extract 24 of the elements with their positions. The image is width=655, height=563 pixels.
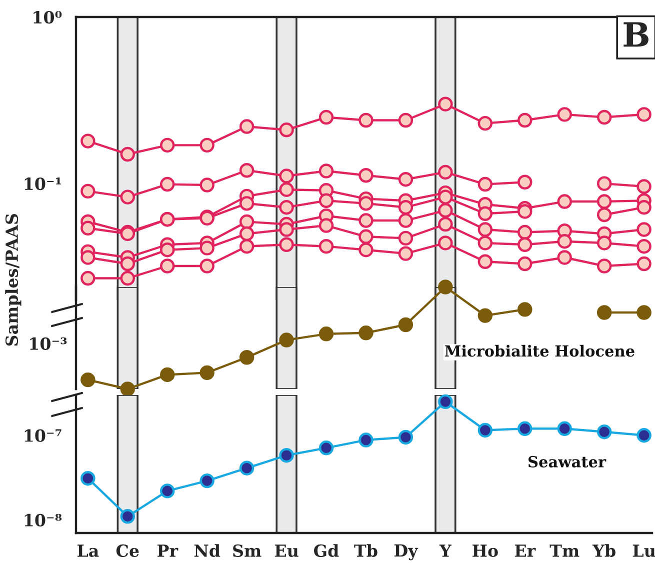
x-tick-label: Yb	[592, 544, 616, 558]
y-tick-label: 10⁻⁸	[24, 514, 62, 526]
annotation: B	[624, 22, 648, 47]
series-label: Microbialite Holocene	[444, 344, 634, 357]
y-axis-title: Samples/PAAS	[5, 214, 22, 346]
x-tick-label: Sm	[233, 544, 262, 558]
x-tick-label: Eu	[274, 544, 298, 558]
series-label: Seawater	[528, 456, 606, 468]
x-tick-label: Tb	[354, 544, 378, 558]
y-tick-label: 10⁻¹	[24, 178, 61, 190]
x-tick-label: Ce	[116, 544, 139, 558]
x-tick-label: Er	[514, 544, 536, 557]
x-tick-label: Ho	[472, 544, 498, 558]
x-tick-label: Lu	[632, 544, 655, 558]
x-tick-label: Pr	[157, 544, 178, 557]
text: 10⁻³	[30, 337, 67, 350]
x-tick-label: Gd	[314, 544, 339, 558]
x-tick-label: Tm	[550, 544, 580, 557]
y-tick-label: 10⁰	[34, 10, 62, 24]
x-tick-label: Dy	[394, 544, 418, 560]
x-tick-label: La	[77, 544, 99, 558]
x-tick-label: Nd	[194, 544, 220, 558]
y-tick-label: 10⁻⁷	[24, 429, 62, 442]
x-tick-label: Y	[439, 544, 452, 557]
